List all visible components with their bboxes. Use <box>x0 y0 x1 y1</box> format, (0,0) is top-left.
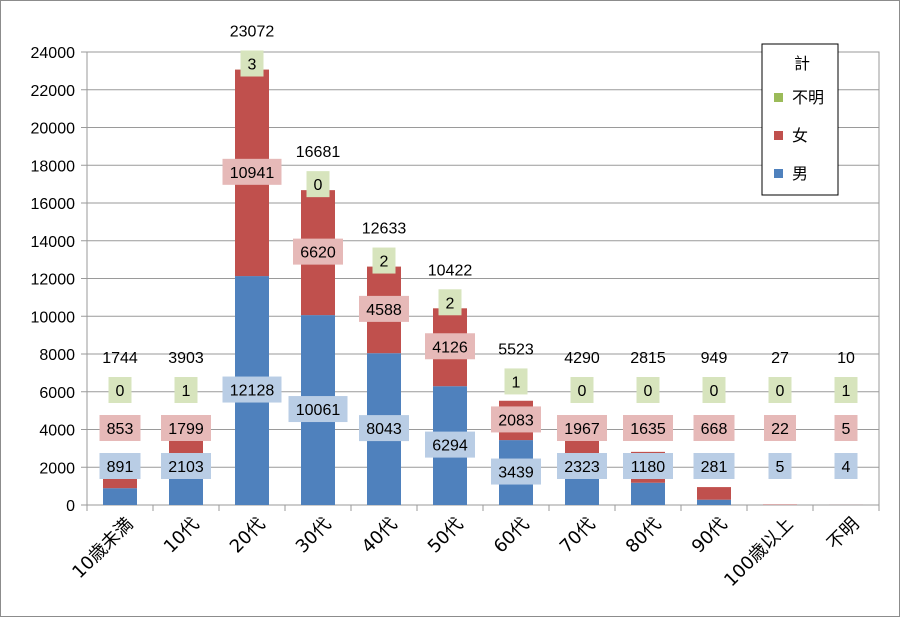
total-label: 2815 <box>630 350 666 367</box>
legend-swatch <box>774 93 783 102</box>
segment-label: 1967 <box>564 421 600 438</box>
legend-swatch <box>774 169 783 178</box>
segment-label: 12128 <box>230 383 275 400</box>
y-tick-label: 16000 <box>31 196 76 213</box>
bar-segment <box>697 487 731 500</box>
y-tick-label: 6000 <box>39 385 75 402</box>
segment-label: 6620 <box>300 245 336 262</box>
y-tick-label: 18000 <box>31 158 76 175</box>
segment-label: 1799 <box>168 421 204 438</box>
segment-label: 4 <box>842 459 851 476</box>
segment-label: 0 <box>710 383 719 400</box>
x-tick-label: 10歳未満 <box>68 514 137 583</box>
segment-label: 5 <box>776 459 785 476</box>
segment-label: 668 <box>701 421 728 438</box>
total-label: 12633 <box>362 221 407 238</box>
segment-label: 1 <box>842 383 851 400</box>
segment-label: 3439 <box>498 465 534 482</box>
legend-entry: 女 <box>792 126 808 145</box>
y-tick-label: 12000 <box>31 272 76 289</box>
x-tick-label: 90代 <box>688 514 732 558</box>
y-tick-label: 8000 <box>39 347 75 364</box>
total-label: 3903 <box>168 350 204 367</box>
x-axis: 10歳未満 10代 20代 30代 40代 50代 60代 70代 80代 90代100歳以上不明 <box>68 514 863 591</box>
total-label: 27 <box>771 350 789 367</box>
x-tick-label: 80代 <box>622 514 666 558</box>
legend-entry: 不明 <box>792 88 824 107</box>
legend-title: 計 <box>794 54 810 73</box>
segment-label: 853 <box>107 421 134 438</box>
x-tick-label: 20代 <box>226 514 270 558</box>
segment-label: 891 <box>107 459 134 476</box>
x-tick-label: 50代 <box>424 514 468 558</box>
total-label: 10422 <box>428 262 473 279</box>
segment-label: 0 <box>644 383 653 400</box>
segment-label: 1 <box>182 383 191 400</box>
bar-segment <box>631 483 665 505</box>
y-tick-label: 4000 <box>39 423 75 440</box>
total-label: 23072 <box>230 24 275 41</box>
segment-label: 4126 <box>432 339 468 356</box>
y-tick-label: 10000 <box>31 309 76 326</box>
bar-segment <box>697 500 731 505</box>
total-label: 5523 <box>498 341 534 358</box>
y-tick-label: 14000 <box>31 234 76 251</box>
x-tick-label: 不明 <box>823 514 863 554</box>
legend-swatch <box>774 131 783 140</box>
segment-label: 1635 <box>630 421 666 438</box>
total-label: 949 <box>701 350 728 367</box>
segment-label: 1 <box>512 374 521 391</box>
segment-label: 1180 <box>631 459 666 476</box>
segment-label: 8043 <box>366 421 402 438</box>
segment-label: 3 <box>248 57 257 74</box>
segment-label: 0 <box>578 383 587 400</box>
y-tick-label: 0 <box>66 498 75 515</box>
segment-label: 2 <box>446 295 455 312</box>
bar-segment <box>103 488 137 505</box>
legend-entry: 男 <box>792 164 808 183</box>
segment-label: 0 <box>776 383 785 400</box>
x-tick-label: 60代 <box>490 514 534 558</box>
segment-label: 10941 <box>230 165 275 182</box>
segment-label: 4588 <box>366 302 402 319</box>
segment-label: 2 <box>380 254 389 271</box>
total-label: 10 <box>837 350 855 367</box>
y-tick-label: 24000 <box>31 45 76 62</box>
total-label: 4290 <box>564 350 600 367</box>
segment-label: 10061 <box>296 402 341 419</box>
segment-label: 2103 <box>168 459 204 476</box>
segment-label: 281 <box>701 459 728 476</box>
total-label: 1744 <box>102 350 138 367</box>
segment-label: 0 <box>314 177 323 194</box>
x-tick-label: 40代 <box>358 514 402 558</box>
segment-label: 5 <box>842 421 851 438</box>
y-tick-label: 2000 <box>39 460 75 477</box>
segment-label: 0 <box>116 383 125 400</box>
x-tick-label: 100歳以上 <box>720 514 797 591</box>
segment-label: 22 <box>771 421 789 438</box>
x-tick-label: 70代 <box>556 514 600 558</box>
total-label: 16681 <box>296 144 341 161</box>
y-tick-label: 20000 <box>31 121 76 138</box>
segment-label: 2083 <box>498 412 534 429</box>
x-tick-label: 30代 <box>292 514 336 558</box>
segment-label: 6294 <box>432 438 468 455</box>
y-tick-label: 22000 <box>31 83 76 100</box>
x-tick-label: 10代 <box>160 514 204 558</box>
segment-label: 2323 <box>564 459 600 476</box>
